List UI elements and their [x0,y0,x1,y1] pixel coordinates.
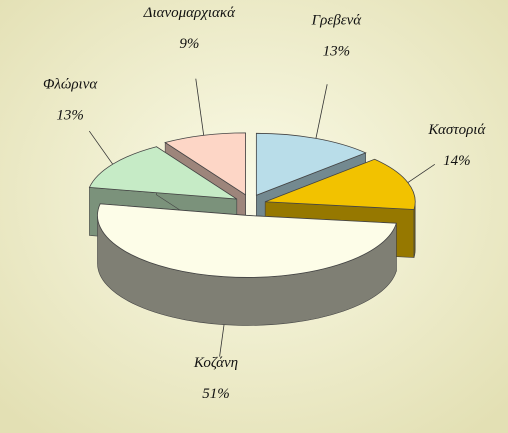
slice-label: Φλώρινα [43,76,98,92]
leader-line [407,164,436,183]
slice-value-label: 9% [179,36,199,52]
slice-label: Γρεβενά [311,12,363,28]
pie-slice [97,203,397,326]
slice-label: Κοζάνη [193,355,238,371]
slice-label: Διανομαρχιακά [143,5,236,21]
leader-line [315,84,328,139]
slice-value-label: 13% [323,43,351,59]
slice-side [413,201,416,258]
slice-top [255,132,367,196]
slice-value-label: 13% [56,107,84,123]
slice-top [88,146,237,200]
slice-top [97,203,397,278]
slice-top [265,158,416,210]
leader-line [195,78,205,136]
slice-top [164,132,246,196]
slice-value-label: 14% [443,153,471,169]
slice-value-label: 51% [202,386,230,402]
leader-line [219,324,225,357]
slice-label: Καστοριά [427,122,486,138]
leader-line [88,130,114,165]
